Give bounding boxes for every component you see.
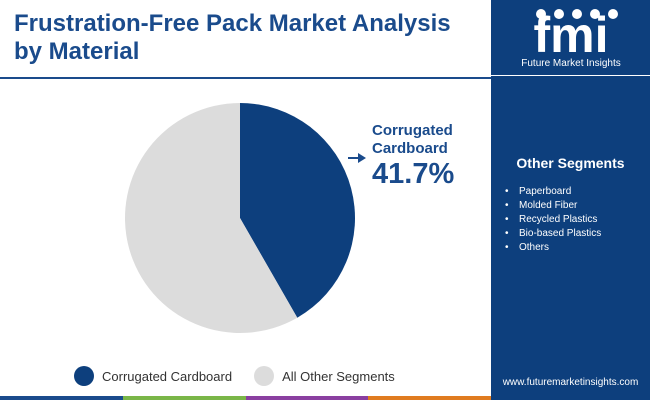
segment-item: Paperboard: [505, 185, 601, 199]
callout-label: Corrugated Cardboard: [372, 122, 453, 157]
bottom-bar-segment: [245, 396, 369, 400]
chart-legend: Corrugated Cardboard All Other Segments: [74, 365, 417, 387]
legend-item-other: All Other Segments: [254, 366, 395, 386]
pie-slice-corrugated-cardboard: [240, 103, 355, 318]
pie-slices: [125, 103, 355, 333]
logo-dot-icon: [572, 9, 582, 19]
pie-slice-all-other-segments: [125, 103, 298, 333]
segment-item: Recycled Plastics: [505, 213, 601, 227]
logo-dot-icon: [554, 9, 564, 19]
other-segments-list: Paperboard Molded Fiber Recycled Plastic…: [505, 185, 601, 255]
title-underline: [0, 77, 491, 79]
website-url: www.futuremarketinsights.com: [502, 377, 639, 388]
callout-arrow: [348, 153, 366, 163]
legend-label-other: All Other Segments: [282, 368, 395, 384]
fmi-logo-icon: fmi: [534, 7, 618, 63]
sidebar-divider: [491, 75, 650, 76]
segment-item: Molded Fiber: [505, 199, 601, 213]
legend-label-corrugated: Corrugated Cardboard: [102, 368, 233, 384]
sidebar: fmi Future Market Insights Other Segment…: [491, 0, 650, 400]
bottom-color-bar: [0, 396, 491, 400]
pie-chart: [125, 103, 366, 333]
logo-dot-icon: [590, 9, 600, 19]
legend-item-corrugated: Corrugated Cardboard: [74, 366, 232, 386]
legend-swatch-corrugated: [74, 366, 94, 386]
chart-title: Frustration-Free Pack Market Analysis by…: [14, 10, 451, 65]
bottom-bar-segment: [122, 396, 246, 400]
callout-value: 41.7%: [372, 158, 455, 190]
segment-item: Others: [505, 241, 601, 255]
brand-name: Future Market Insights: [521, 58, 621, 69]
bottom-bar-segment: [0, 396, 123, 400]
legend-swatch-other: [254, 366, 275, 386]
other-segments-heading: Other Segments: [516, 155, 625, 171]
logo-dot-icon: [536, 9, 546, 19]
bottom-bar-segment: [368, 396, 491, 400]
logo-dot-icon: [608, 9, 618, 19]
fmi-logo: fmi Future Market Insights: [501, 6, 641, 70]
segment-item: Bio-based Plastics: [505, 227, 601, 241]
